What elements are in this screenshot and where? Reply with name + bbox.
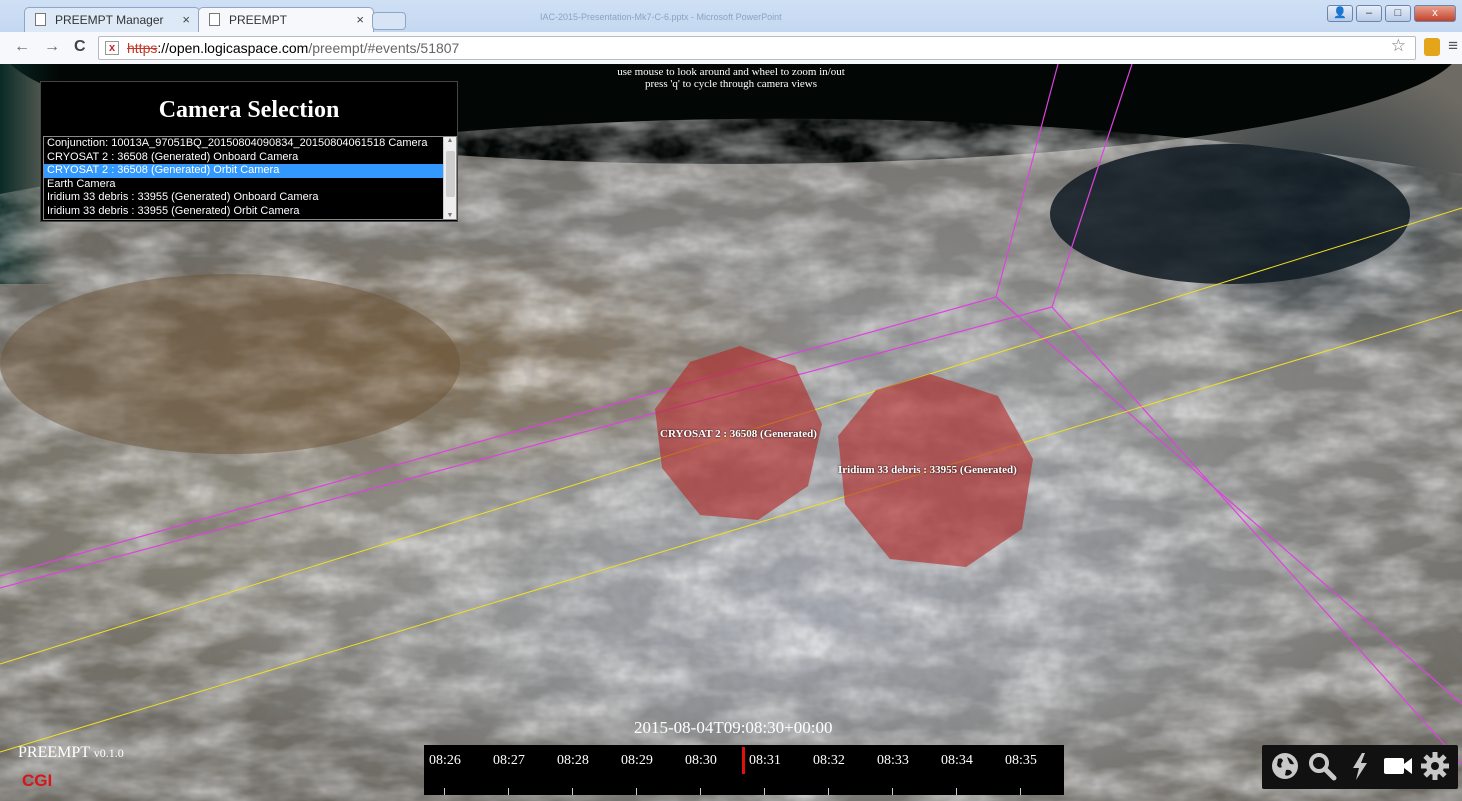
cryosat-label[interactable]: CRYOSAT 2 : 36508 (Generated) [660,428,817,440]
timeline-tick-label: 08:33 [877,753,909,768]
gear-icon[interactable] [1419,751,1451,783]
camera-list[interactable]: Conjunction: 10013A_97051BQ_201508040908… [43,136,457,220]
globe-icon[interactable] [1269,751,1301,783]
timeline-cursor[interactable] [742,747,745,774]
globe-viewport[interactable]: use mouse to look around and wheel to zo… [0,64,1462,801]
timeline-tick-label: 08:27 [493,753,525,768]
orbit-line [1051,64,1133,308]
orbit-lines-magenta [0,64,1462,765]
timeline-tick-label: 08:26 [429,753,461,768]
timeline-tick-mark [828,788,829,795]
earth-surface [0,118,1462,801]
camera-selection-title: Camera Selection [158,97,340,123]
url-path: /preempt/#events/51807 [308,40,460,56]
extension-icon[interactable] [1424,38,1440,56]
timeline-tick-mark [700,788,701,795]
new-tab-button[interactable] [372,12,406,30]
timeline[interactable]: 08:26 08:27 08:28 08:29 08:30 08:31 08:3… [424,745,1064,795]
scroll-up-icon[interactable]: ▲ [446,137,454,144]
timeline-tick-label: 08:30 [685,753,717,768]
tab-label: PREEMPT [229,13,288,27]
url-text: https://open.logicaspace.com/preempt/#ev… [127,40,459,56]
window-controls: 👤 – □ x [1327,5,1456,22]
camera-option[interactable]: Conjunction: 10013A_97051BQ_201508040908… [47,137,428,149]
timeline-tick-label: 08:32 [813,753,845,768]
viewer-toolbox [1262,745,1458,789]
current-time: 2015-08-04T09:08:30+00:00 [634,718,833,737]
timeline-tick-mark [508,788,509,795]
timeline-tick-mark [444,788,445,795]
bookmark-star-icon[interactable]: ☆ [1390,36,1406,55]
timeline-tick-label: 08:35 [1005,753,1037,768]
lightning-icon[interactable] [1344,751,1376,783]
timeline-tick-mark [572,788,573,795]
app-version: v0.1.0 [93,746,124,760]
orbit-line [995,64,1059,298]
menu-icon[interactable]: ≡ [1448,36,1458,55]
camera-option[interactable]: Earth Camera [47,177,116,190]
url-host: ://open.logicaspace.com [157,40,309,56]
scroll-down-icon[interactable]: ▼ [446,212,454,219]
tab-preempt[interactable]: PREEMPT × [198,7,374,32]
timeline-tick-mark [892,788,893,795]
maximize-button[interactable]: □ [1385,5,1411,22]
brown-land-region [0,274,460,454]
timeline-tick-mark [764,788,765,795]
reload-button[interactable]: C [74,38,86,55]
hint-line-2: press 'q' to cycle through camera views [645,78,817,90]
close-icon[interactable]: × [356,12,364,27]
tab-preempt-manager[interactable]: PREEMPT Manager × [24,7,200,32]
minimize-button[interactable]: – [1356,5,1382,22]
camera-option-selected[interactable]: CRYOSAT 2 : 36508 (Generated) Orbit Came… [44,164,456,178]
camera-option[interactable]: CRYOSAT 2 : 36508 (Generated) Onboard Ca… [47,150,299,163]
orbit-line [0,306,1053,589]
back-button[interactable]: ← [14,38,30,55]
insecure-lock-icon[interactable]: x [105,41,119,55]
address-bar[interactable]: x https://open.logicaspace.com/preempt/#… [98,36,1416,60]
orbit-line [1051,306,1462,765]
orbit-line [0,309,1462,753]
orbit-line [995,296,1462,705]
cryosat-hazard-sphere[interactable] [655,346,822,520]
dark-sea-region [1050,144,1410,284]
cgi-logo: CGI [22,771,53,790]
window-title: IAC-2015-Presentation-Mk7-C-6.pptx - Mic… [540,12,782,22]
document-icon [35,13,46,26]
iridium-debris-label[interactable]: Iridium 33 debris : 33955 (Generated) [838,464,1017,476]
video-camera-icon[interactable] [1382,751,1414,783]
scrollbar-thumb[interactable] [446,151,455,197]
search-icon[interactable] [1306,751,1338,783]
user-icon[interactable]: 👤 [1327,5,1353,22]
timeline-tick-label: 08:29 [621,753,653,768]
timeline-tick-mark [956,788,957,795]
tab-strip: PREEMPT Manager × PREEMPT × IAC-2015-Pre… [0,0,1462,32]
close-icon[interactable]: × [182,12,190,27]
camera-selection-panel: Camera Selection Conjunction: 10013A_970… [40,81,458,222]
timeline-tick-label: 08:31 [749,753,781,768]
iridium-debris-hazard-sphere[interactable] [838,374,1033,567]
close-window-button[interactable]: x [1414,5,1456,22]
forward-button[interactable]: → [44,38,60,55]
viewer-hint: use mouse to look around and wheel to zo… [0,66,1462,90]
timeline-tick-mark [636,788,637,795]
camera-list-scrollbar[interactable]: ▲ ▼ [443,137,456,219]
document-icon [209,13,220,26]
camera-option[interactable]: Iridium 33 debris : 33955 (Generated) Or… [47,204,300,217]
url-scheme: https [127,40,158,56]
app-brand: PREEMPT v0.1.0 [18,744,124,762]
tab-label: PREEMPT Manager [55,13,164,27]
orbit-line [0,296,997,577]
app-name: PREEMPT [18,744,90,761]
browser-chrome: PREEMPT Manager × PREEMPT × IAC-2015-Pre… [0,0,1462,64]
timeline-tick-label: 08:34 [941,753,973,768]
timeline-tick-mark [1020,788,1021,795]
browser-toolbar: ← → C x https://open.logicaspace.com/pre… [0,32,1462,64]
timeline-tick-label: 08:28 [557,753,589,768]
hint-line-1: use mouse to look around and wheel to zo… [617,66,845,78]
orbit-overlay [0,64,1462,801]
camera-option[interactable]: Iridium 33 debris : 33955 (Generated) On… [47,191,319,204]
